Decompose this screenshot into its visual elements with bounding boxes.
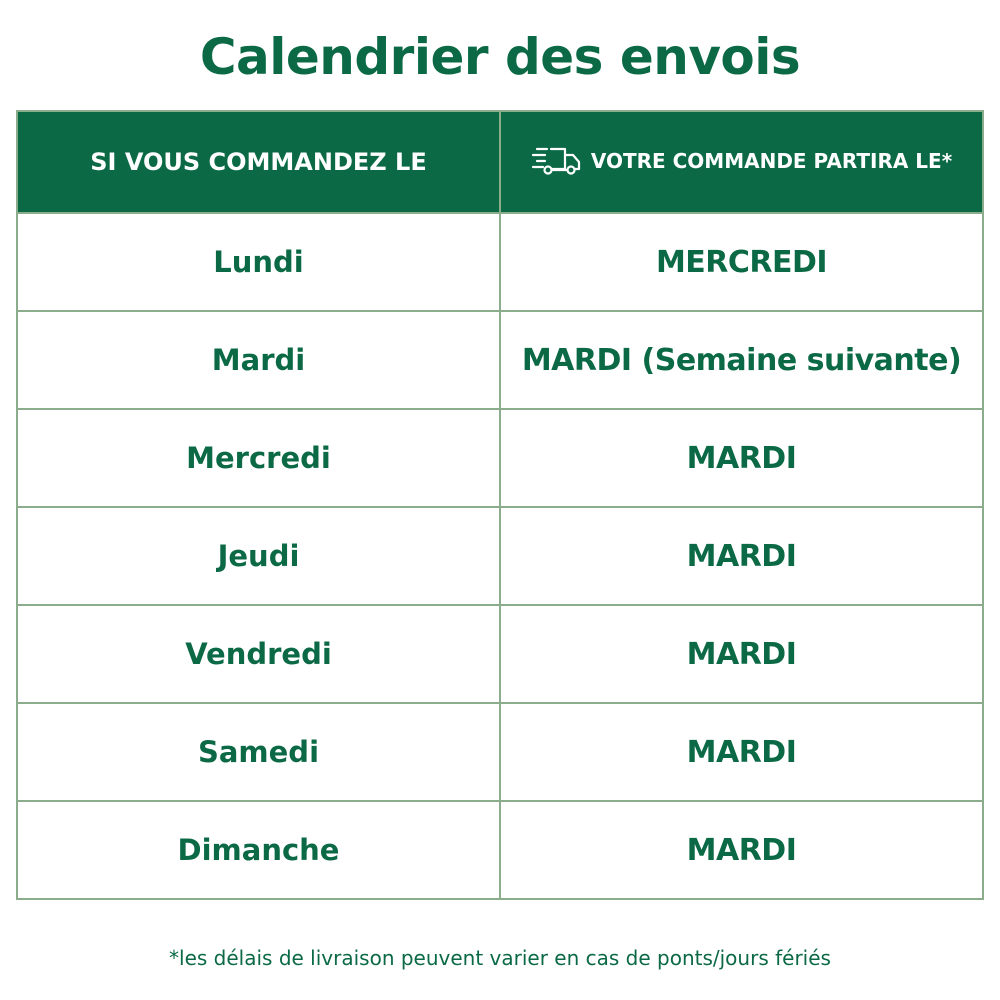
table-row: Samedi MARDI [16, 702, 984, 802]
ship-day-cell: MARDI [499, 506, 984, 606]
fast-truck-icon [531, 144, 583, 181]
order-day-cell: Mardi [16, 310, 501, 410]
ship-day-cell: MARDI [499, 702, 984, 802]
order-day-cell: Mercredi [16, 408, 501, 508]
table-row: Mercredi MARDI [16, 408, 984, 508]
header-ship-day-label: VOTRE COMMANDE PARTIRA LE* [590, 148, 953, 173]
header-ship-day: VOTRE COMMANDE PARTIRA LE* [499, 110, 984, 214]
order-day-cell: Lundi [16, 212, 501, 312]
table-row: Dimanche MARDI [16, 800, 984, 900]
table-row: Jeudi MARDI [16, 506, 984, 606]
footnote: *les délais de livraison peuvent varier … [169, 946, 831, 970]
order-day-cell: Jeudi [16, 506, 501, 606]
ship-day-cell: MARDI [499, 408, 984, 508]
table-row: Lundi MERCREDI [16, 212, 984, 312]
ship-day-cell: MERCREDI [499, 212, 984, 312]
order-day-cell: Samedi [16, 702, 501, 802]
order-day-cell: Vendredi [16, 604, 501, 704]
ship-day-cell: MARDI [499, 604, 984, 704]
ship-day-cell: MARDI (Semaine suivante) [499, 310, 984, 410]
shipping-schedule-table: SI VOUS COMMANDEZ LE VOTRE COMMANDE PART… [16, 110, 984, 900]
ship-day-cell: MARDI [499, 800, 984, 900]
table-header-row: SI VOUS COMMANDEZ LE VOTRE COMMANDE PART… [16, 110, 984, 214]
header-order-day: SI VOUS COMMANDEZ LE [16, 110, 501, 214]
table-row: Mardi MARDI (Semaine suivante) [16, 310, 984, 410]
order-day-cell: Dimanche [16, 800, 501, 900]
page-title: Calendrier des envois [199, 28, 801, 86]
table-row: Vendredi MARDI [16, 604, 984, 704]
